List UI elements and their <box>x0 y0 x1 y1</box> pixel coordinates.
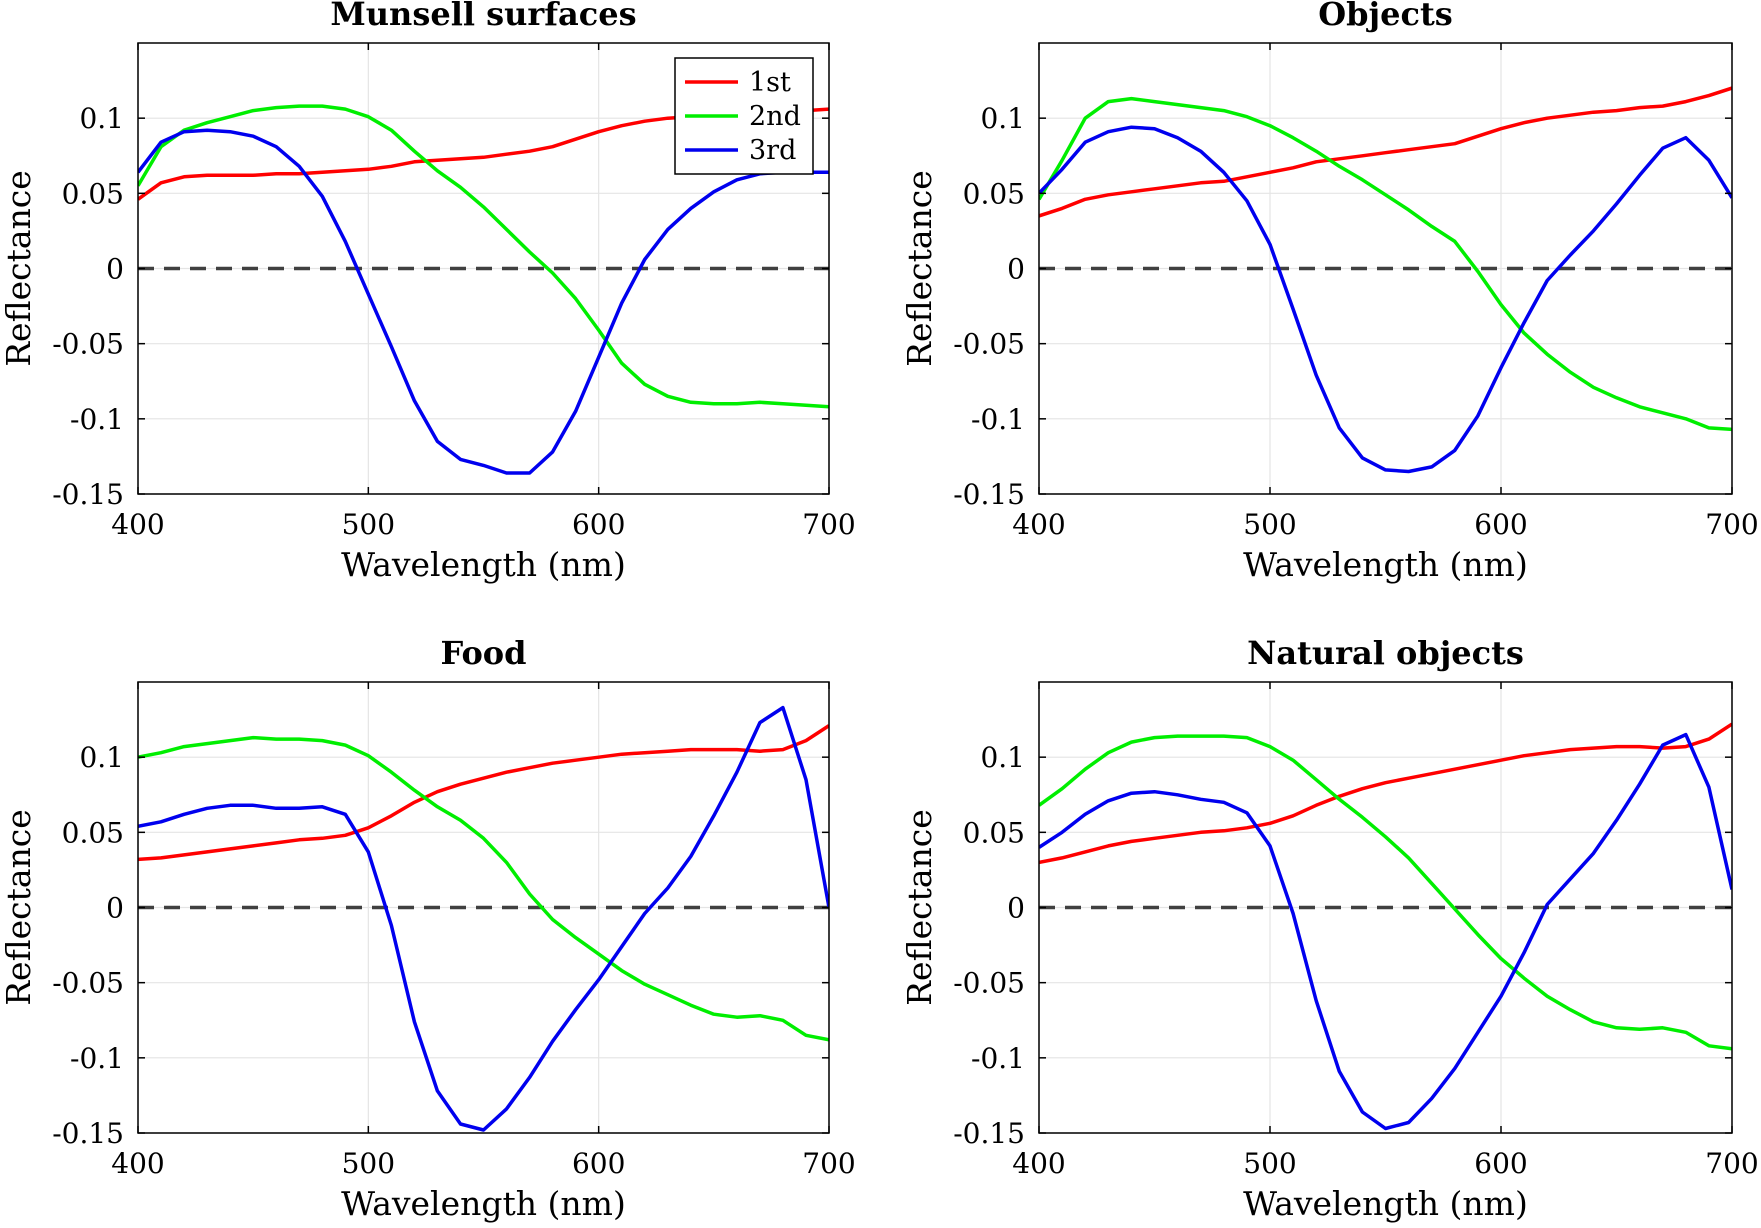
y-tick-label-4: 0.05 <box>963 177 1025 210</box>
x-axis-label: Wavelength (nm) <box>1243 545 1528 584</box>
y-tick-label-1: -0.1 <box>70 1042 124 1075</box>
chart-panel-3: 400 500 600 700 -0.15 -0.1 -0.05 0 0.05 0.1 Food Wa… <box>0 634 856 1223</box>
y-tick-label-2: -0.05 <box>953 967 1025 1000</box>
y-tick-label-3: 0 <box>1007 892 1025 925</box>
y-tick-label-0: -0.15 <box>953 478 1025 511</box>
x-tick-label-2: 600 <box>572 508 625 541</box>
y-tick-label-2: -0.05 <box>953 328 1025 361</box>
series-line-2nd <box>138 104 829 409</box>
y-tick-label-4: 0.05 <box>963 816 1025 849</box>
x-axis-label: Wavelength (nm) <box>341 1184 626 1223</box>
y-tick-label-5: 0.1 <box>79 102 124 135</box>
series-line-2nd <box>1039 734 1732 1051</box>
y-tick-label-1: -0.1 <box>971 1042 1025 1075</box>
y-tick-label-2: -0.05 <box>52 967 124 1000</box>
x-tick-label-1: 500 <box>342 508 395 541</box>
series-line-3rd <box>138 128 829 475</box>
chart-panel-4: 400 500 600 700 -0.15 -0.1 -0.05 0 0.05 0.1 Natura… <box>900 634 1759 1223</box>
series-line-1st <box>1039 722 1732 865</box>
series-line-2nd <box>138 735 829 1042</box>
x-axis-label: Wavelength (nm) <box>341 545 626 584</box>
series-line-3rd <box>1039 125 1732 474</box>
y-axis-label: Reflectance <box>0 809 38 1006</box>
y-axis-label: Reflectance <box>0 170 38 367</box>
chart-panel-1: 400 500 600 700 -0.15 -0.1 -0.05 0 0.05 0.1 Munsel… <box>0 0 856 584</box>
x-tick-label-1: 500 <box>1243 508 1296 541</box>
y-tick-label-2: -0.05 <box>52 328 124 361</box>
y-tick-label-4: 0.05 <box>62 177 124 210</box>
y-tick-label-5: 0.1 <box>980 102 1025 135</box>
x-tick-label-3: 700 <box>1705 508 1758 541</box>
y-tick-label-1: -0.1 <box>70 403 124 436</box>
x-tick-label-1: 500 <box>342 1147 395 1180</box>
legend-label-2nd: 2nd <box>749 101 801 132</box>
x-axis-label: Wavelength (nm) <box>1243 1184 1528 1223</box>
x-tick-label-0: 400 <box>1012 1147 1065 1180</box>
series-line-1st <box>138 724 829 862</box>
x-tick-label-2: 600 <box>1474 1147 1527 1180</box>
y-tick-label-0: -0.15 <box>52 478 124 511</box>
x-tick-label-2: 600 <box>572 1147 625 1180</box>
y-axis-label: Reflectance <box>900 809 939 1006</box>
panel-title: Natural objects <box>1247 634 1524 672</box>
x-tick-label-1: 500 <box>1243 1147 1296 1180</box>
series-line-1st <box>1039 86 1732 218</box>
y-tick-label-3: 0 <box>106 892 124 925</box>
x-tick-label-3: 700 <box>1705 1147 1758 1180</box>
x-tick-label-0: 400 <box>1012 508 1065 541</box>
x-tick-label-2: 600 <box>1474 508 1527 541</box>
y-tick-label-1: -0.1 <box>971 403 1025 436</box>
x-tick-label-0: 400 <box>111 508 164 541</box>
y-tick-label-0: -0.15 <box>953 1117 1025 1150</box>
y-tick-label-0: -0.15 <box>52 1117 124 1150</box>
x-tick-label-3: 700 <box>802 1147 855 1180</box>
y-tick-label-5: 0.1 <box>79 741 124 774</box>
x-tick-label-3: 700 <box>802 508 855 541</box>
y-tick-label-3: 0 <box>106 253 124 286</box>
series-line-3rd <box>1039 732 1732 1131</box>
y-tick-label-4: 0.05 <box>62 816 124 849</box>
y-tick-label-5: 0.1 <box>980 741 1025 774</box>
chart-panel-2: 400 500 600 700 -0.15 -0.1 -0.05 0 0.05 0.1 Object… <box>900 0 1759 584</box>
series-line-3rd <box>138 705 829 1132</box>
y-axis-label: Reflectance <box>900 170 939 367</box>
panel-title: Munsell surfaces <box>330 0 636 33</box>
series-line-2nd <box>1039 96 1732 432</box>
panel-title: Objects <box>1318 0 1452 33</box>
legend-label-1st: 1st <box>749 67 791 98</box>
legend-label-3rd: 3rd <box>749 135 796 166</box>
x-tick-label-0: 400 <box>111 1147 164 1180</box>
panel-title: Food <box>440 634 526 672</box>
y-tick-label-3: 0 <box>1007 253 1025 286</box>
